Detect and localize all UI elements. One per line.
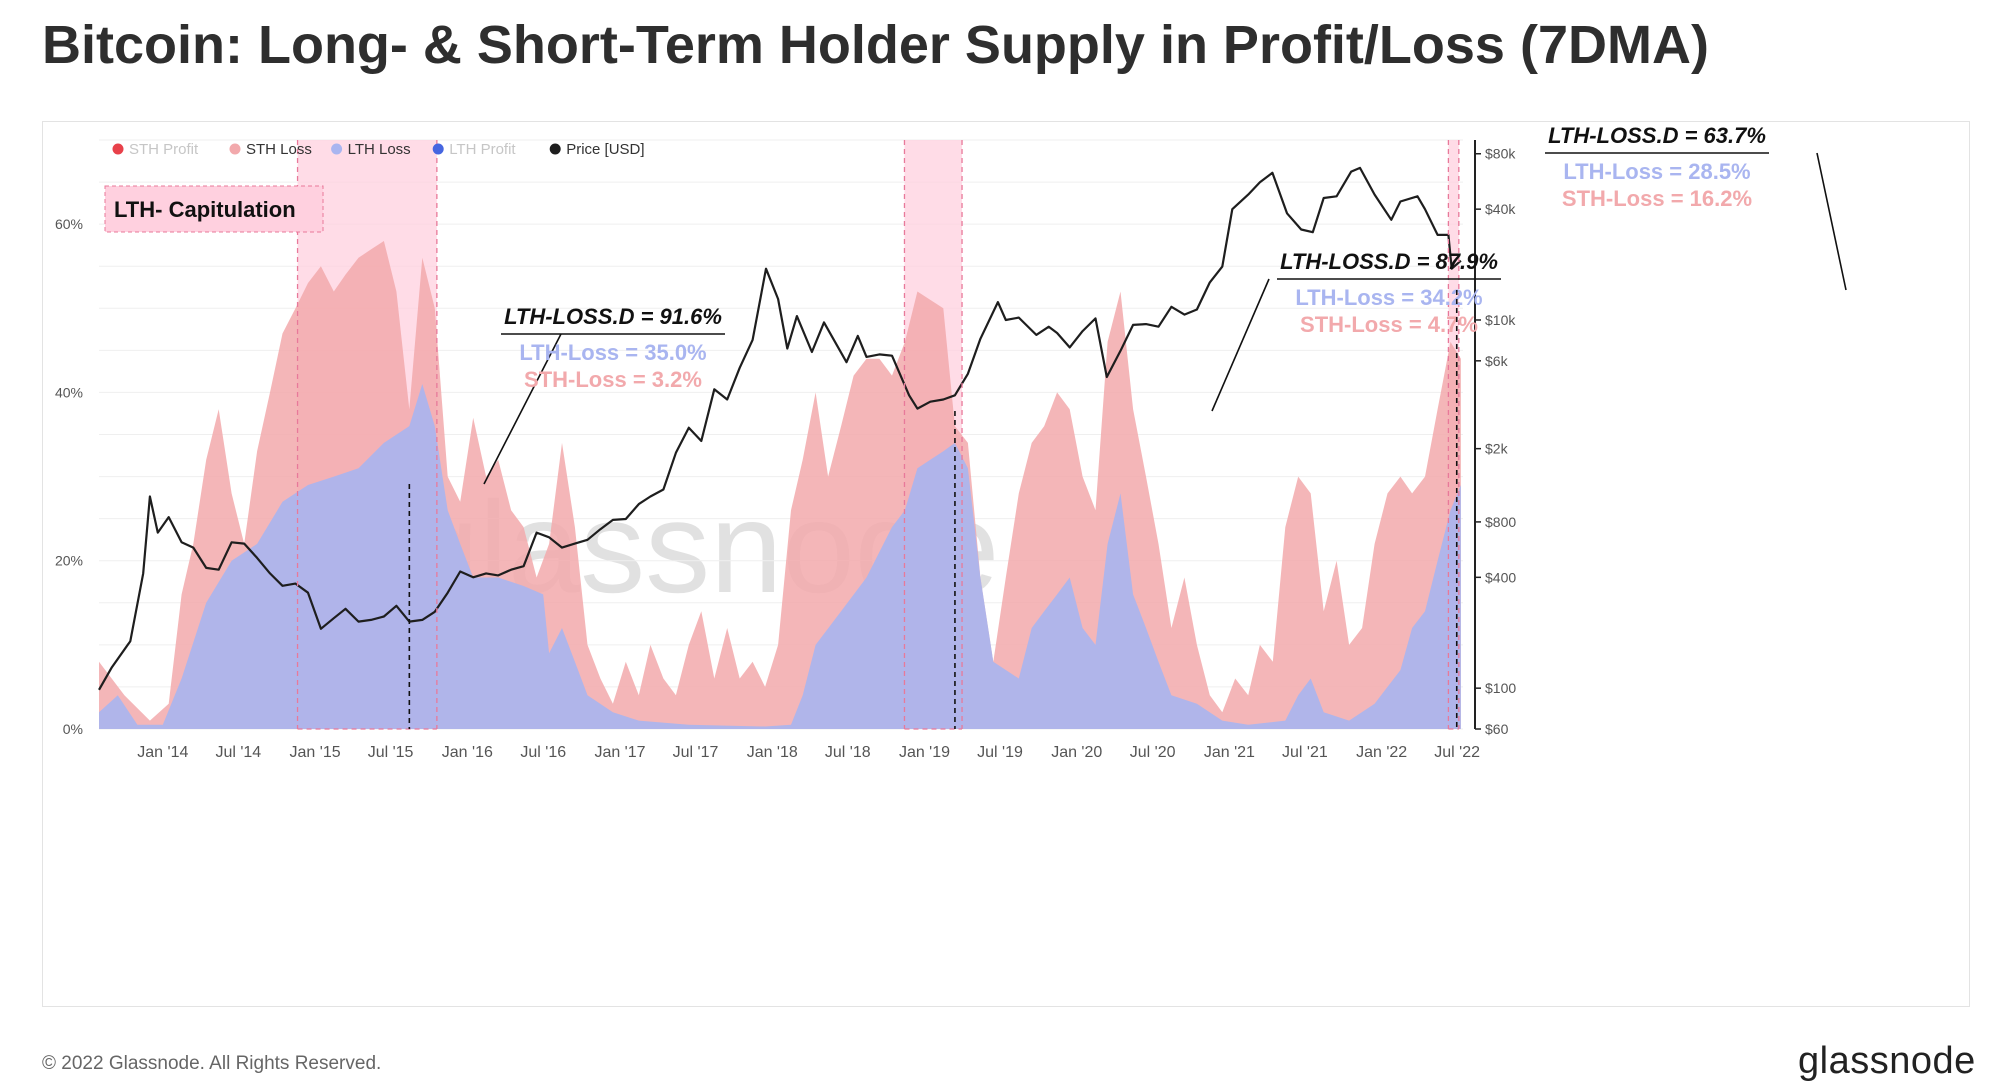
legend-marker [229,143,241,155]
annotation-headline: LTH-LOSS.D = 87.9% [1280,249,1498,274]
x-tick-label: Jul '15 [368,744,414,761]
capitulation-label-text: LTH- Capitulation [114,197,296,222]
x-tick-label: Jan '19 [899,744,950,761]
x-tick-label: Jan '18 [747,744,798,761]
annotation-lth-value: LTH-Loss = 28.5% [1563,159,1750,184]
x-tick-label: Jul '18 [825,744,871,761]
legend-label: STH Loss [246,141,312,158]
x-tick-label: Jan '20 [1051,744,1102,761]
annotation-headline: LTH-LOSS.D = 91.6% [504,304,722,329]
legend-item[interactable]: STH Profit [112,141,200,158]
y-left-tick-label: 40% [55,384,83,400]
area-series-layer [99,241,1461,729]
series-lth-loss-area [99,384,1461,729]
legend-marker [549,143,561,155]
x-tick-label: Jan '21 [1204,744,1255,761]
legend-label: LTH Loss [348,141,411,158]
annotation-lth-value: LTH-Loss = 35.0% [519,340,706,365]
x-tick-label: Jan '14 [137,744,188,761]
y-left-tick-label: 0% [63,721,83,737]
annotation-leader-line [483,333,562,485]
x-tick-label: Jan '22 [1356,744,1407,761]
y-right-tick-label: $400 [1485,569,1516,585]
x-tick-label: Jan '17 [594,744,645,761]
x-tick-label: Jul '20 [1130,744,1176,761]
legend-marker [112,143,124,155]
x-tick-label: Jul '16 [520,744,566,761]
chart-title: Bitcoin: Long- & Short-Term Holder Suppl… [42,15,1709,75]
price-series-layer [98,166,1462,691]
annotation-leader-line [1211,278,1270,412]
annotation-lth-value: LTH-Loss = 34.2% [1295,285,1482,310]
y-right-tick-label: $60 [1485,721,1509,737]
x-tick-label: Jul '22 [1434,744,1480,761]
x-tick-label: Jul '19 [977,744,1023,761]
y-left-tick-label: 60% [55,216,83,232]
y-right-tick-label: $6k [1485,353,1509,369]
y-right-tick-label: $10k [1485,312,1516,328]
legend-item[interactable]: STH Loss [229,141,312,158]
footer-copyright: © 2022 Glassnode. All Rights Reserved. [42,1053,382,1074]
y-right-tick-label: $800 [1485,514,1516,530]
annotation-headline: LTH-LOSS.D = 63.7% [1548,123,1766,148]
annotations-layer: LTH-LOSS.D = 91.6%LTH-Loss = 35.0%STH-Lo… [408,123,1847,729]
y-right-tick-label: $80k [1485,146,1516,162]
chart-svg: glassnode 0%20%40%60%$60$100$400$800$2k$… [55,123,1847,761]
y-right-tick-label: $100 [1485,680,1516,696]
legend[interactable]: STH Profit STH Loss LTH Loss LTH Profit Pric… [112,141,645,158]
y-right-tick-label: $2k [1485,441,1509,457]
annotation-sth-value: STH-Loss = 4.7% [1300,312,1478,337]
footer-logo[interactable]: glassnode [1798,1040,1976,1082]
y-right-tick-label: $40k [1485,201,1516,217]
legend-marker [331,143,343,155]
legend-item[interactable]: LTH Profit [432,141,517,158]
capitulation-borders-layer [296,140,1460,730]
legend-marker [432,143,444,155]
legend-item[interactable]: LTH Loss [331,141,411,158]
axes-layer: 0% 20% 40% 60% $60 $100 $400 $800 $2k $6k $10k $40k… [55,140,1516,761]
x-tick-label: Jan '15 [290,744,341,761]
capitulation-label: LTH- Capitulation [104,185,324,233]
y-left-tick-label: 20% [55,553,83,569]
legend-label: LTH Profit [449,141,516,158]
legend-item[interactable]: Price [USD] [549,141,645,158]
x-tick-label: Jan '16 [442,744,493,761]
legend-label: Price [USD] [566,141,644,158]
series-price-line [98,166,1462,691]
annotation-leader-line [1816,152,1847,291]
annotation-sth-value: STH-Loss = 3.2% [524,367,702,392]
chart-frame: glassnode 0% 20% 40% 60% $60 $100 $400 $800 $2k $… [42,121,1970,1007]
annotation-sth-value: STH-Loss = 16.2% [1562,186,1752,211]
x-tick-label: Jul '14 [215,744,261,761]
x-tick-label: Jul '21 [1282,744,1328,761]
legend-label: STH Profit [129,141,199,158]
x-tick-label: Jul '17 [673,744,719,761]
